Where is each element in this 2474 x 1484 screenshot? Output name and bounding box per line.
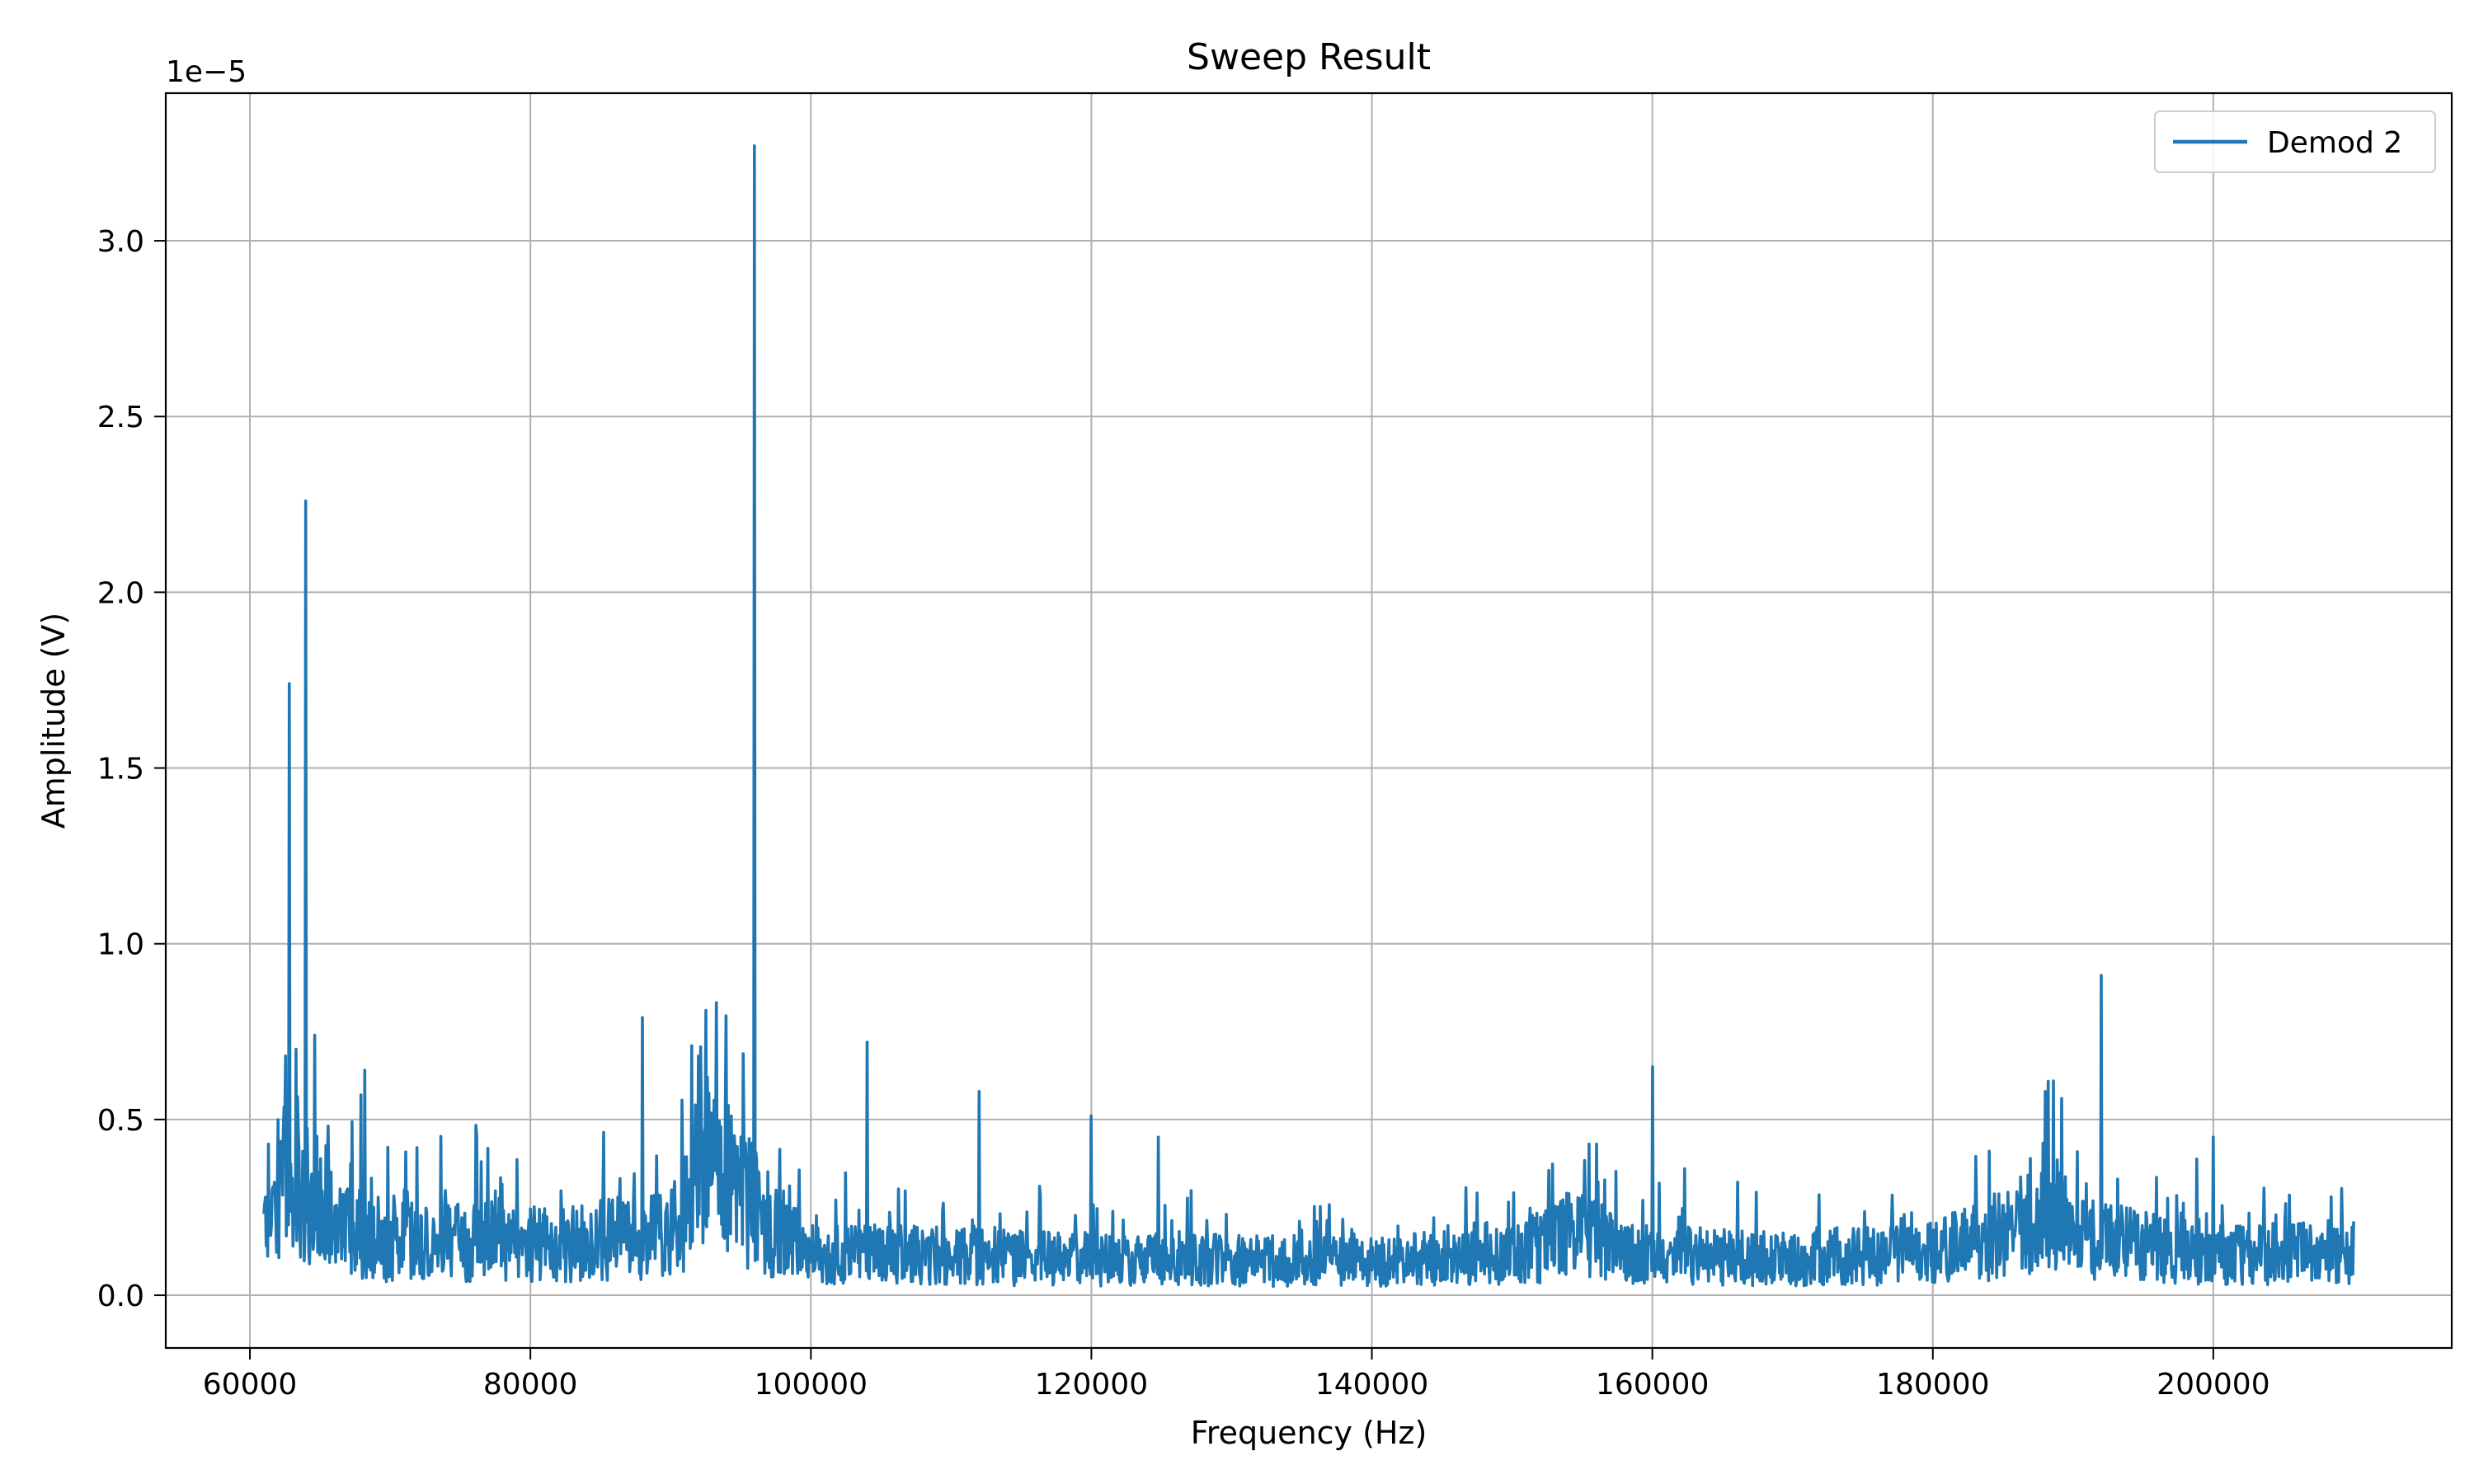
y-tick-label: 2.0 (97, 576, 144, 610)
x-tick-label: 60000 (203, 1368, 298, 1402)
x-axis-label: Frequency (Hz) (1191, 1415, 1427, 1451)
x-tick-label: 140000 (1315, 1368, 1428, 1402)
y-tick-label: 3.0 (97, 225, 144, 259)
y-tick-label: 0.0 (97, 1280, 144, 1313)
y-tick-label: 1.0 (97, 928, 144, 962)
y-axis-ticks: 0.0 0.5 1.0 1.5 2.0 2.5 3.0 (97, 225, 166, 1313)
legend-box (2154, 110, 2436, 173)
y-tick-label: 1.5 (97, 753, 144, 787)
y-tick-label: 2.5 (97, 401, 144, 434)
plot-area-frame (164, 92, 2453, 1350)
legend-label-demod-2: Demod 2 (2267, 126, 2402, 160)
x-tick-label: 100000 (755, 1368, 868, 1402)
y-axis-offset-label: 1e−5 (166, 55, 247, 89)
legend: Demod 2 (2154, 110, 2436, 173)
x-tick-label: 160000 (1596, 1368, 1709, 1402)
y-axis-label: Amplitude (V) (35, 613, 72, 829)
x-axis-ticks: 60000 80000 100000 120000 140000 160000 180000… (203, 1348, 2270, 1402)
grid-lines (166, 93, 2452, 1348)
series-line-demod-2 (262, 144, 2355, 1289)
x-tick-label: 200000 (2157, 1368, 2269, 1402)
series-demod-2 (262, 144, 2355, 1289)
x-tick-label: 180000 (1876, 1368, 1989, 1402)
chart-title: Sweep Result (1187, 36, 1431, 78)
x-tick-label: 120000 (1035, 1368, 1148, 1402)
y-tick-label: 0.5 (97, 1104, 144, 1138)
x-tick-label: 80000 (483, 1368, 578, 1402)
